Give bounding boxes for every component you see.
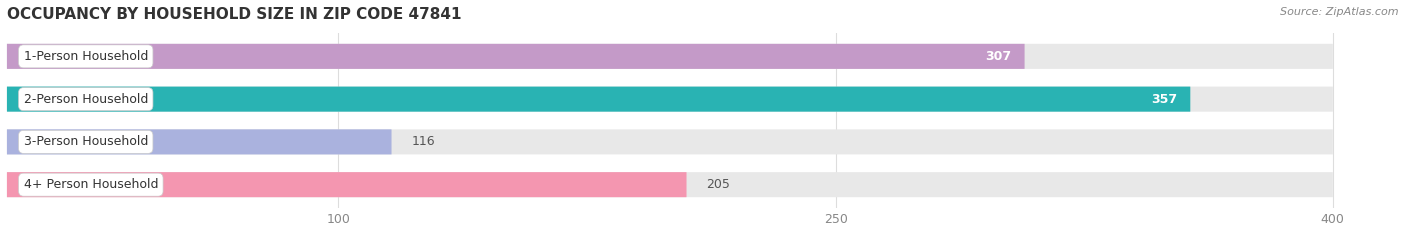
Text: 1-Person Household: 1-Person Household [24,50,148,63]
Text: 357: 357 [1152,93,1177,106]
Text: OCCUPANCY BY HOUSEHOLD SIZE IN ZIP CODE 47841: OCCUPANCY BY HOUSEHOLD SIZE IN ZIP CODE … [7,7,461,22]
FancyBboxPatch shape [7,129,1333,154]
FancyBboxPatch shape [7,172,1333,197]
FancyBboxPatch shape [7,129,391,154]
Text: 205: 205 [706,178,730,191]
Text: 116: 116 [412,135,434,148]
FancyBboxPatch shape [7,172,686,197]
Text: 4+ Person Household: 4+ Person Household [24,178,157,191]
FancyBboxPatch shape [7,87,1191,112]
FancyBboxPatch shape [7,44,1333,69]
Text: Source: ZipAtlas.com: Source: ZipAtlas.com [1281,7,1399,17]
Text: 2-Person Household: 2-Person Household [24,93,148,106]
FancyBboxPatch shape [7,44,1025,69]
Text: 3-Person Household: 3-Person Household [24,135,148,148]
Text: 307: 307 [986,50,1011,63]
FancyBboxPatch shape [7,87,1333,112]
